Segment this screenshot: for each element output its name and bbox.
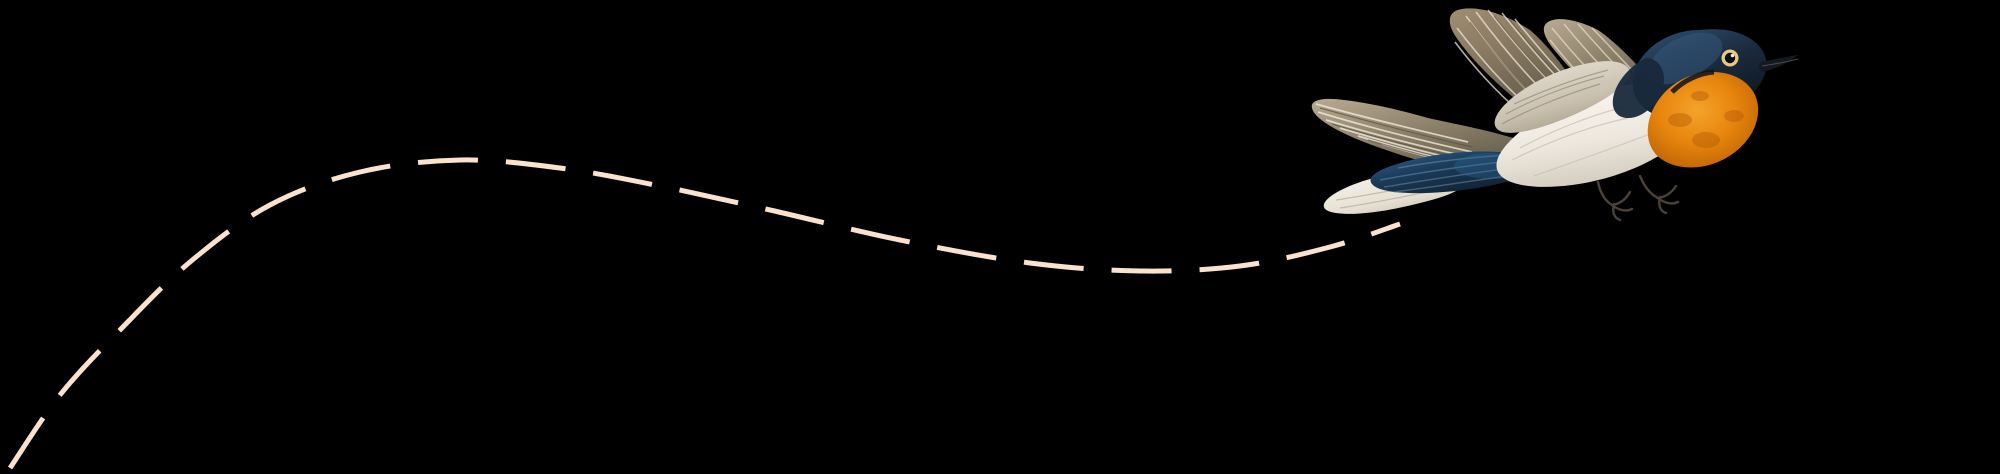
nape-wedge bbox=[1612, 58, 1665, 118]
throat-texture bbox=[1668, 91, 1744, 148]
dashed-flight-path bbox=[7, 157, 1401, 470]
throat-border bbox=[1670, 69, 1715, 94]
throat-shape bbox=[1647, 72, 1759, 168]
orange-throat bbox=[1647, 69, 1759, 168]
beak-line bbox=[1761, 58, 1799, 67]
flight-path-group bbox=[7, 157, 1401, 470]
scapular-feathers bbox=[1494, 61, 1630, 133]
scapular-lines bbox=[1501, 69, 1609, 125]
eye-highlight bbox=[1730, 53, 1735, 58]
head-gloss bbox=[1648, 32, 1723, 85]
feet bbox=[1596, 174, 1680, 222]
flying-swallow bbox=[1311, 8, 1799, 222]
